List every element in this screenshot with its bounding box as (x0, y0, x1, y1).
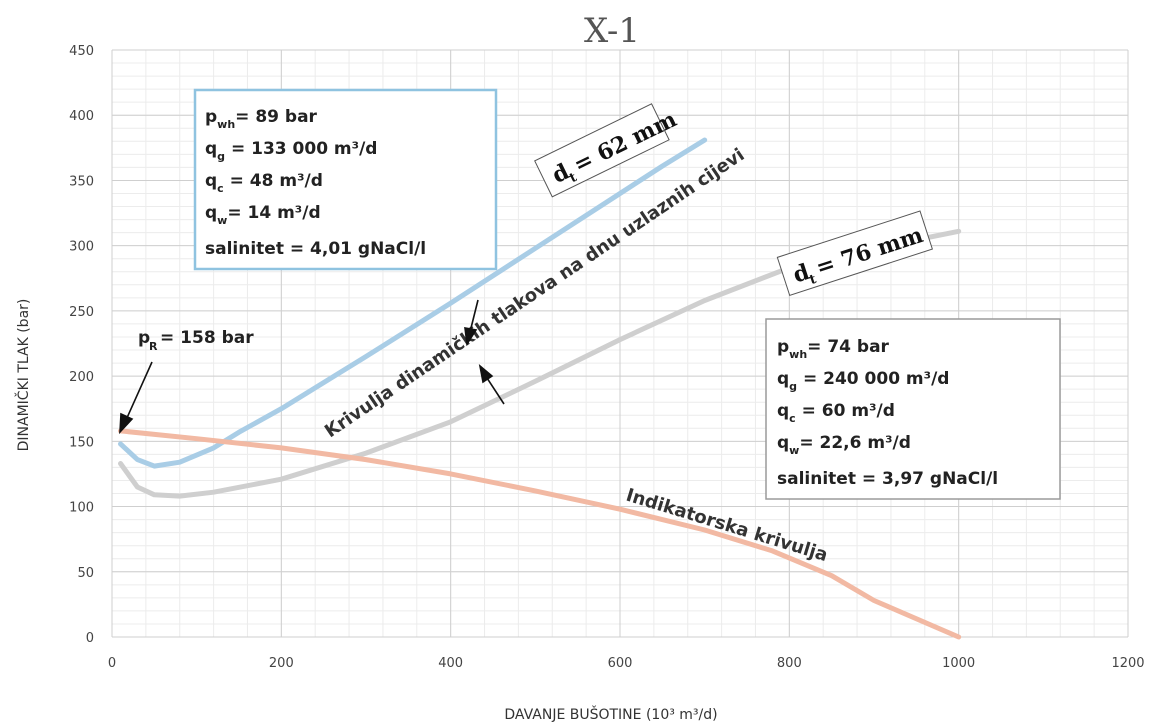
y-tick-label: 400 (69, 109, 94, 124)
x-tick-label: 200 (269, 656, 294, 671)
x-tick-label: 0 (108, 656, 116, 671)
svg-text:p: p (138, 328, 150, 348)
y-axis-label: DINAMIČKI TLAK (bar) (14, 299, 32, 452)
y-tick-labels: 0 50 100 150 200 250 300 350 400 450 (69, 44, 94, 646)
y-tick-label: 150 (69, 435, 94, 450)
x-axis-label: DAVANJE BUŠOTINE (10³ m³/d) (504, 705, 717, 723)
y-tick-label: 450 (69, 44, 94, 59)
series-dt76-curve (118, 228, 962, 499)
x-tick-label: 1000 (942, 656, 975, 671)
y-tick-label: 0 (86, 631, 94, 646)
info-line: qc = 48 m³/d (205, 171, 323, 195)
dt62-label: d t = 62 mm (534, 103, 681, 198)
info-box-76mm: pwh= 74 bar qg = 240 000 m³/d qc = 60 m³/d… (765, 318, 1061, 500)
x-tick-label: 600 (608, 656, 633, 671)
svg-text:t: t (567, 170, 579, 186)
info-line: pwh= 89 bar (205, 107, 318, 131)
x-tick-label: 800 (777, 656, 802, 671)
svg-text:t: t (808, 272, 818, 288)
series-dt62-curve (118, 137, 708, 469)
x-tick-label: 1200 (1111, 656, 1144, 671)
info-line: qg = 240 000 m³/d (777, 369, 949, 393)
y-tick-label: 300 (69, 240, 94, 255)
info-line: qw= 22,6 m³/d (777, 433, 911, 457)
arrows (119, 299, 505, 435)
info-line: salinitet = 4,01 gNaCl/l (205, 239, 426, 259)
info-line: pwh= 74 bar (777, 337, 890, 361)
svg-text:R: R (149, 340, 158, 353)
info-box-62mm: pwh= 89 bar qg = 133 000 m³/d qc = 48 m³/d… (193, 88, 498, 271)
dt76-label: d t = 76 mm (776, 210, 933, 297)
y-tick-label: 100 (69, 501, 94, 516)
info-line: qg = 133 000 m³/d (205, 139, 377, 163)
y-tick-label: 250 (69, 305, 94, 320)
series-indicator-curve (118, 428, 962, 640)
pr-label: p R = 158 bar (138, 328, 254, 353)
y-tick-label: 200 (69, 370, 94, 385)
svg-text:d: d (790, 259, 813, 288)
info-line: qw= 14 m³/d (205, 203, 321, 227)
chart-title: X-1 (584, 11, 640, 51)
series-layer (118, 137, 962, 640)
info-line: qc = 60 m³/d (777, 401, 895, 425)
svg-text:= 158 bar: = 158 bar (160, 328, 254, 348)
y-tick-label: 350 (69, 174, 94, 189)
info-line: salinitet = 3,97 gNaCl/l (777, 469, 998, 489)
y-tick-label: 50 (77, 566, 94, 581)
x-tick-labels: 0 200 400 600 800 1000 1200 (108, 656, 1145, 671)
x-tick-label: 400 (438, 656, 463, 671)
